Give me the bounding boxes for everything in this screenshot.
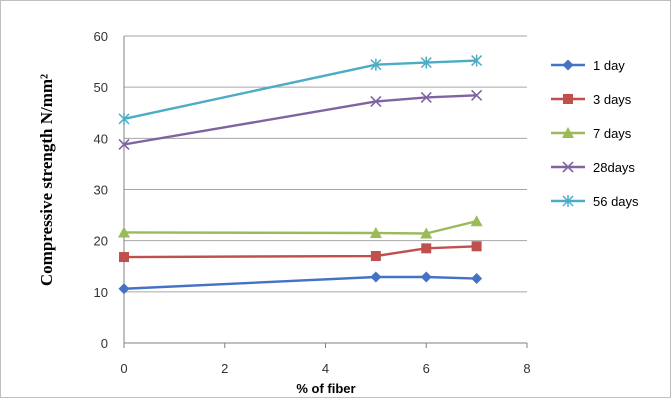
y-tick-label: 60 [94, 29, 108, 44]
series-line [123, 59, 477, 121]
data-point [370, 95, 382, 108]
x-tick-label: 4 [322, 361, 329, 376]
data-point [119, 252, 129, 263]
legend-marker [562, 127, 574, 138]
y-axis-label: Compressive strength N/mm² [37, 74, 56, 286]
data-point [118, 112, 130, 125]
legend: 1 day 3 days 7 days 28days 56 days [551, 58, 639, 209]
x-tick-label: 0 [120, 361, 127, 376]
legend-item: 7 days [551, 126, 632, 141]
y-tick-label: 0 [101, 336, 108, 351]
x-axis-label: % of fiber [296, 381, 355, 396]
legend-marker [563, 94, 573, 104]
data-point [370, 58, 382, 71]
data-point [471, 241, 482, 252]
series-line [123, 94, 477, 146]
x-tick-label: 6 [423, 361, 430, 376]
data-point [420, 91, 432, 103]
series-line [123, 220, 477, 235]
data-point [471, 89, 483, 101]
legend-item: 28days [551, 160, 635, 175]
series-line [123, 275, 477, 290]
legend-label: 1 day [593, 58, 625, 73]
y-tick-label: 40 [94, 131, 108, 146]
data-point [421, 243, 432, 254]
legend-item: 1 day [551, 58, 625, 73]
data-point [471, 273, 483, 285]
data-point [470, 215, 483, 227]
x-tick-label: 2 [221, 361, 228, 376]
data-point [118, 138, 130, 151]
y-tick-label: 30 [94, 183, 108, 198]
data-point [370, 271, 382, 283]
data-point [369, 226, 382, 238]
data-point [420, 56, 432, 69]
legend-marker [562, 59, 574, 71]
y-tick-label: 50 [94, 80, 108, 95]
legend-marker [562, 161, 574, 173]
data-point [118, 283, 130, 295]
data-point [420, 227, 433, 239]
legend-label: 56 days [593, 194, 639, 209]
legend-label: 28days [593, 160, 635, 175]
legend-item: 3 days [551, 92, 632, 107]
series-line [123, 245, 477, 259]
data-point [118, 226, 130, 238]
data-point [370, 251, 381, 262]
data-point [420, 271, 432, 283]
x-tick-label: 8 [523, 361, 530, 376]
y-tick-label: 20 [94, 234, 108, 249]
y-tick-label: 10 [94, 285, 108, 300]
legend-label: 3 days [593, 92, 632, 107]
data-point [471, 54, 483, 67]
legend-marker [562, 195, 574, 207]
legend-item: 56 days [551, 194, 639, 209]
legend-label: 7 days [593, 126, 632, 141]
